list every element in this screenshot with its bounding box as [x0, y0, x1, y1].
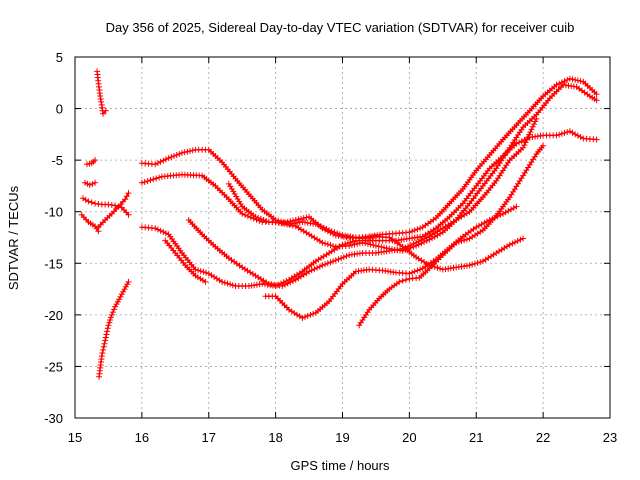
series-track-g [96, 278, 132, 380]
series-track-j [138, 128, 600, 289]
series-markers [84, 157, 99, 168]
series-markers [96, 278, 132, 380]
x-axis-label: GPS time / hours [291, 458, 390, 473]
series-track-a [94, 68, 109, 117]
x-tick-label: 15 [68, 430, 82, 445]
series-markers [82, 179, 99, 188]
series-track-o [356, 142, 547, 329]
series-markers [78, 211, 102, 235]
series-line [358, 144, 544, 326]
y-tick-label: -25 [44, 359, 63, 374]
series-markers [95, 190, 132, 231]
x-tick-label: 19 [335, 430, 349, 445]
y-tick-label: -20 [44, 308, 63, 323]
series-track-h [138, 75, 600, 241]
series-track-m [225, 180, 527, 273]
x-tick-label: 22 [536, 430, 550, 445]
series-markers [225, 180, 527, 273]
series-track-e [78, 211, 102, 235]
y-axis-label: SDTVAR / TECUs [6, 185, 21, 290]
series-markers [356, 142, 547, 329]
x-tick-label: 18 [268, 430, 282, 445]
series-track-k [185, 115, 540, 289]
y-tick-label: 5 [56, 50, 63, 65]
series-track-b [84, 157, 99, 168]
series-line [97, 192, 130, 228]
y-tick-label: -10 [44, 205, 63, 220]
series-markers [185, 115, 540, 289]
x-tick-label: 21 [469, 430, 483, 445]
series-track-l [162, 237, 209, 285]
plot-area [78, 68, 600, 380]
x-tick-label: 16 [135, 430, 149, 445]
y-tick-label: -30 [44, 411, 63, 426]
x-tick-label: 17 [202, 430, 216, 445]
x-tick-label: 20 [402, 430, 416, 445]
series-track-c [82, 179, 99, 188]
series-track-d [80, 195, 132, 218]
chart-title: Day 356 of 2025, Sidereal Day-to-day VTE… [106, 20, 575, 35]
y-tick-label: -15 [44, 256, 63, 271]
series-markers [138, 75, 600, 241]
series-markers [94, 68, 109, 117]
x-tick-label: 23 [603, 430, 617, 445]
y-tick-label: -5 [51, 153, 63, 168]
series-line [141, 130, 598, 287]
y-tick-label: 0 [56, 102, 63, 117]
series-line [141, 77, 598, 239]
axes-ticks: 15 16 17 18 19 20 21 22 23 -30 -25 -20 -15 -10 -5 0 5 [44, 50, 617, 445]
series-markers [162, 237, 209, 285]
series-track-f [95, 190, 132, 231]
series-markers [80, 195, 132, 218]
series-markers [138, 128, 600, 289]
